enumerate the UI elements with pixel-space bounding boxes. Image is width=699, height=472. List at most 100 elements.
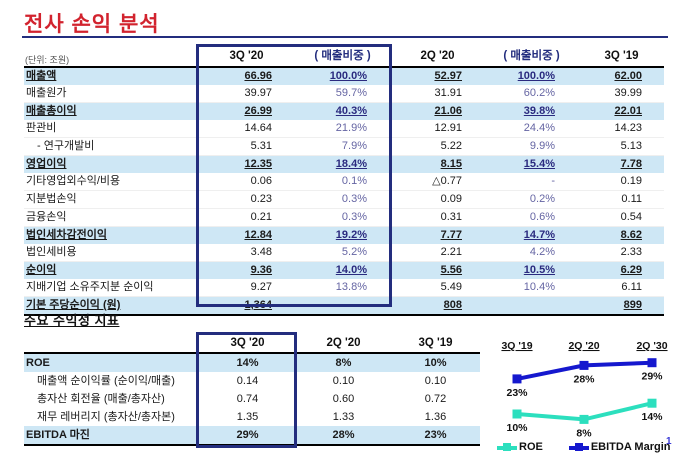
cell-value: 10.4% [523, 281, 555, 293]
table-row: 지배기업 소유주지분 순이익 9.27 13.8% 5.49 10.4% 6.11 [24, 279, 664, 297]
column-header: 2Q '20 [326, 337, 361, 349]
cell-value: 1,364 [244, 299, 272, 311]
legend-label: EBITDA Margin [590, 441, 671, 453]
chart-value-label: 29% [641, 371, 663, 383]
chart-category-label: 3Q '19 [501, 340, 532, 352]
cell-value: 3.48 [250, 246, 272, 258]
cell-value: 0.74 [236, 393, 259, 405]
empty-header-cell [24, 334, 199, 352]
row-label: 판관비 [26, 122, 57, 134]
cell-value: 0.10 [332, 375, 355, 387]
cell-value: 1.36 [424, 411, 447, 423]
row-label: ROE [26, 357, 50, 369]
cell-value: 5.13 [620, 140, 642, 152]
chart-marker [647, 358, 657, 368]
table-row: 매출액 순이익률 (순이익/매출) 0.14 0.10 0.10 [24, 372, 480, 390]
cell-value: 22.01 [614, 105, 642, 117]
cell-value: 1.33 [332, 411, 355, 423]
table-row: 법인세비용 3.48 5.2% 2.21 4.2% 2.33 [24, 244, 664, 262]
cell-value: 23% [424, 429, 447, 441]
cell-value: 9.27 [250, 281, 272, 293]
row-label: 재무 레버리지 (총자산/총자본) [37, 411, 175, 423]
cell-value: 7.9% [341, 140, 367, 152]
cell-value: 0.1% [341, 175, 367, 187]
cell-value: 0.54 [620, 211, 642, 223]
cell-value: 0.10 [424, 375, 447, 387]
row-label: 기타영업외수익/비용 [26, 175, 121, 187]
income-statement-table: 3Q '20 ( 매출비중 ) 2Q '20 ( 매출비중 ) 3Q '19 매출액 66.… [24, 47, 664, 316]
chart-value-label: 28% [573, 373, 595, 385]
row-label: 기본 주당순이익 (원) [26, 299, 121, 311]
table-row: 순이익 9.36 14.0% 5.56 10.5% 6.29 [24, 262, 664, 279]
cell-value: 39.8% [523, 105, 555, 117]
cell-value: 0.21 [250, 211, 272, 223]
row-label: 매출액 순이익률 (순이익/매출) [37, 375, 175, 387]
cell-value: 899 [623, 299, 642, 311]
profitability-metrics-table: 3Q '20 2Q '20 3Q '19 ROE 14% 8% 10% 매출액 순이익률 (순… [24, 334, 480, 446]
row-label: 지분법손익 [26, 193, 77, 205]
table-row: ROE 14% 8% 10% [24, 354, 480, 372]
cell-value: 12.35 [244, 158, 272, 170]
chart-marker [579, 360, 589, 370]
cell-value: 0.3% [341, 211, 367, 223]
cell-value: 808 [443, 299, 462, 311]
cell-value: 26.99 [244, 105, 272, 117]
chart-canvas: 3Q '19 2Q '20 2Q '30 10% 8% 14% 23% 28% 29% [501, 340, 667, 439]
legend-item-roe: ROE [497, 441, 543, 453]
row-label: 영업이익 [26, 158, 67, 170]
cell-value: 24.4% [523, 122, 555, 134]
cell-value: 14.64 [244, 122, 272, 134]
cell-value: 7.78 [620, 158, 642, 170]
cell-value: 8% [335, 357, 352, 369]
cell-value: 29% [236, 429, 259, 441]
unit-label: (단위: 조원) [25, 55, 70, 65]
chart-value-label: 8% [576, 427, 592, 439]
table-header-row: 3Q '20 ( 매출비중 ) 2Q '20 ( 매출비중 ) 3Q '19 [24, 47, 664, 68]
cell-value: - [551, 175, 555, 187]
cell-value: 0.23 [250, 193, 272, 205]
cell-value: 39.99 [614, 87, 642, 99]
cell-value: 28% [332, 429, 355, 441]
table-row: 판관비 14.64 21.9% 12.91 24.4% 14.23 [24, 120, 664, 138]
cell-value: 5.49 [440, 281, 462, 293]
table-row: 법인세차감전이익 12.84 19.2% 7.77 14.7% 8.62 [24, 227, 664, 244]
ebitda-marker-icon [568, 443, 589, 452]
empty-header-cell [24, 47, 199, 66]
cell-value: 59.7% [335, 87, 367, 99]
cell-value: 13.8% [335, 281, 367, 293]
table-row: 매출총이익 26.99 40.3% 21.06 39.8% 22.01 [24, 103, 664, 120]
chart-legend: ROE EBITDA Margin [497, 441, 671, 453]
row-label: 순이익 [26, 264, 57, 276]
cell-value: △0.77 [432, 175, 462, 187]
cell-value: 0.19 [620, 175, 642, 187]
cell-value: 39.97 [244, 87, 272, 99]
cell-value: 0.09 [440, 193, 462, 205]
profitability-chart: 3Q '19 2Q '20 2Q '30 10% 8% 14% 23% 28% 29% ROE … [487, 337, 699, 463]
cell-value: 5.56 [440, 264, 462, 276]
chart-marker [512, 374, 522, 384]
cell-value: 8.62 [620, 229, 642, 241]
cell-value: 7.77 [440, 229, 462, 241]
column-header: ( 매출비중 ) [503, 50, 560, 62]
cell-value: 10% [424, 357, 447, 369]
cell-value: 0.60 [332, 393, 355, 405]
table-row: 재무 레버리지 (총자산/총자본) 1.35 1.33 1.36 [24, 408, 480, 426]
cell-value: 0.11 [621, 193, 642, 205]
cell-value: 2.21 [440, 246, 462, 258]
legend-label: ROE [519, 441, 543, 453]
cell-value: 9.36 [250, 264, 272, 276]
cell-value: 100.0% [329, 70, 367, 82]
cell-value: 19.2% [335, 229, 367, 241]
row-label: 매출총이익 [26, 105, 77, 117]
row-label: 금융손익 [26, 211, 67, 223]
table-row: 매출원가 39.97 59.7% 31.91 60.2% 39.99 [24, 85, 664, 103]
cell-value: 60.2% [523, 87, 555, 99]
table-header-row: 3Q '20 2Q '20 3Q '19 [24, 334, 480, 354]
cell-value: 14.23 [614, 122, 642, 134]
cell-value: 4.2% [529, 246, 555, 258]
metrics-section-title: 주요 수익성 지표 [24, 313, 120, 328]
cell-value: 0.31 [440, 211, 462, 223]
page-title: 전사 손익 분석 [24, 13, 160, 36]
chart-marker [579, 414, 589, 424]
